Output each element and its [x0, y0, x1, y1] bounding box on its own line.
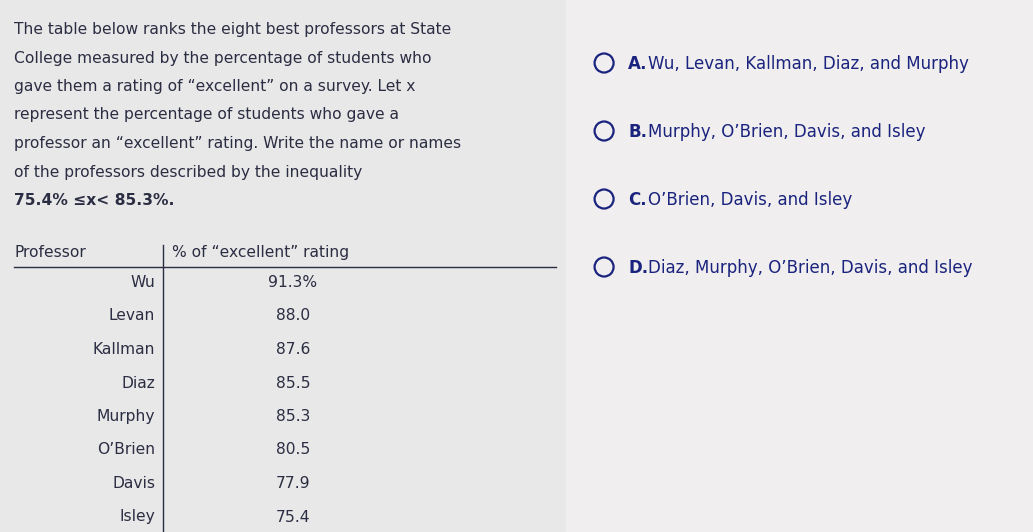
Text: Kallman: Kallman	[93, 342, 155, 357]
Text: D.: D.	[628, 259, 649, 277]
Text: % of “excellent” rating: % of “excellent” rating	[173, 245, 349, 260]
Text: represent the percentage of students who gave a: represent the percentage of students who…	[14, 107, 399, 122]
Text: Murphy, O’Brien, Davis, and Isley: Murphy, O’Brien, Davis, and Isley	[648, 123, 926, 141]
Text: The table below ranks the eight best professors at State: The table below ranks the eight best pro…	[14, 22, 451, 37]
Text: Wu: Wu	[130, 275, 155, 290]
Bar	[566, 0, 1033, 532]
Text: O’Brien: O’Brien	[97, 443, 155, 458]
Text: O’Brien, Davis, and Isley: O’Brien, Davis, and Isley	[648, 191, 852, 209]
Text: 75.4: 75.4	[276, 510, 310, 525]
Text: Professor: Professor	[14, 245, 86, 260]
Text: C.: C.	[628, 191, 647, 209]
Text: 88.0: 88.0	[276, 309, 310, 323]
Text: 91.3%: 91.3%	[269, 275, 317, 290]
Text: 85.3: 85.3	[276, 409, 310, 424]
Text: Diaz, Murphy, O’Brien, Davis, and Isley: Diaz, Murphy, O’Brien, Davis, and Isley	[648, 259, 973, 277]
Text: 75.4% ≤x< 85.3%.: 75.4% ≤x< 85.3%.	[14, 193, 175, 208]
Text: gave them a rating of “excellent” on a survey. Let x: gave them a rating of “excellent” on a s…	[14, 79, 415, 94]
Text: Levan: Levan	[108, 309, 155, 323]
Text: Diaz: Diaz	[121, 376, 155, 390]
Text: 80.5: 80.5	[276, 443, 310, 458]
Text: Davis: Davis	[112, 476, 155, 491]
Text: College measured by the percentage of students who: College measured by the percentage of st…	[14, 51, 432, 65]
Text: professor an “excellent” rating. Write the name or names: professor an “excellent” rating. Write t…	[14, 136, 461, 151]
Text: 87.6: 87.6	[276, 342, 310, 357]
Text: Isley: Isley	[119, 510, 155, 525]
Text: Murphy: Murphy	[96, 409, 155, 424]
Text: of the professors described by the inequality: of the professors described by the inequ…	[14, 164, 363, 179]
Text: Wu, Levan, Kallman, Diaz, and Murphy: Wu, Levan, Kallman, Diaz, and Murphy	[648, 55, 969, 73]
Text: B.: B.	[628, 123, 647, 141]
Bar	[0, 0, 566, 532]
Text: 85.5: 85.5	[276, 376, 310, 390]
Text: 77.9: 77.9	[276, 476, 310, 491]
Text: A.: A.	[628, 55, 648, 73]
